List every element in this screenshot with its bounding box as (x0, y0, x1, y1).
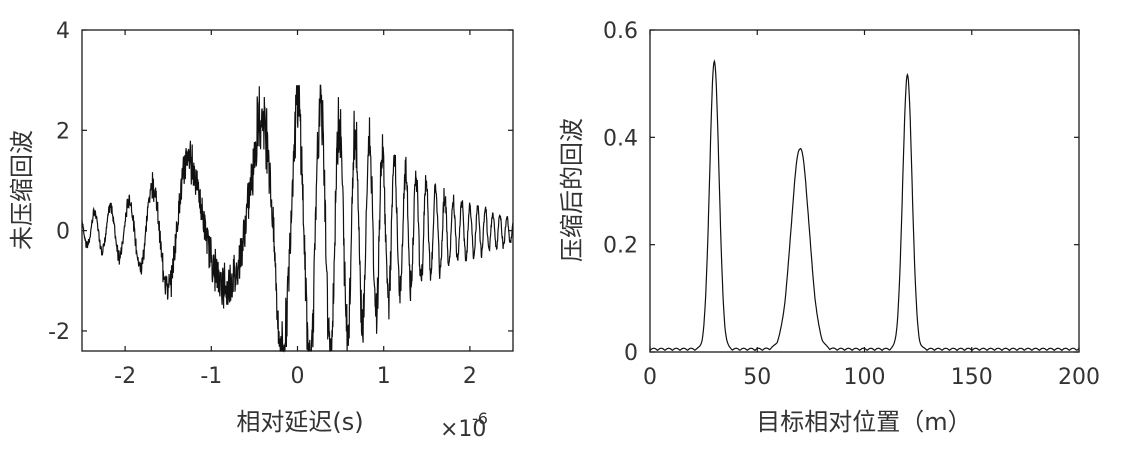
left-x-axis-label: 相对延迟(s) (236, 408, 363, 436)
y-tick-label: 0 (56, 220, 70, 245)
right-chart: 0 50 100 150 200 0 0.2 0.4 0.6 目标相对位置（m） 压缩后的回波 (558, 19, 1100, 436)
y-tick-label: 2 (56, 119, 70, 144)
x-tick-label: 200 (1058, 365, 1100, 390)
y-tick-label: 0.2 (603, 234, 638, 259)
right-plot-frame (649, 29, 1080, 353)
x-tick-label: 100 (844, 365, 886, 390)
y-tick-label: 0.4 (603, 126, 638, 151)
right-x-axis-label: 目标相对位置（m） (756, 408, 971, 436)
x-tick-label: 0 (291, 364, 305, 389)
left-y-axis-label: 未压缩回波 (8, 130, 36, 250)
left-x-ticks: -2 -1 0 1 2 (114, 30, 477, 389)
y-tick-label: 4 (56, 19, 70, 44)
left-x-exponent-base: ×10 (440, 417, 486, 442)
x-tick-label: 150 (951, 365, 993, 390)
right-signal-line (649, 59, 1080, 352)
x-tick-label: 0 (643, 365, 657, 390)
y-tick-label: 0 (624, 341, 638, 366)
left-x-exponent-power: -6 (472, 409, 488, 428)
left-signal-line (81, 84, 514, 353)
right-y-ticks: 0 0.2 0.4 0.6 (603, 19, 1079, 366)
left-chart: -2 -1 0 1 2 -2 0 2 4 相对延迟(s) ×10 -6 未压缩回波 (8, 19, 514, 442)
x-tick-label: 50 (743, 365, 771, 390)
x-tick-label: -1 (200, 364, 222, 389)
x-tick-label: -2 (114, 364, 136, 389)
x-tick-label: 1 (377, 364, 391, 389)
right-y-axis-label: 压缩后的回波 (558, 118, 586, 262)
left-plot-frame (81, 29, 514, 352)
y-tick-label: -2 (48, 320, 70, 345)
right-x-ticks: 0 50 100 150 200 (643, 30, 1100, 390)
x-tick-label: 2 (463, 364, 477, 389)
left-y-ticks: -2 0 2 4 (48, 19, 513, 345)
y-tick-label: 0.6 (603, 19, 638, 44)
